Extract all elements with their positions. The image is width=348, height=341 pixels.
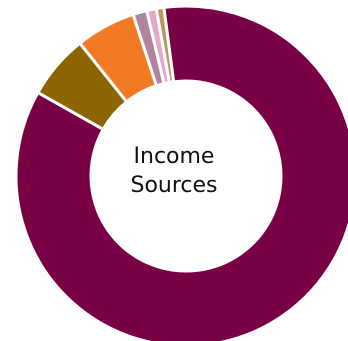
chart-center-title: Income Sources xyxy=(112,142,236,200)
donut-slices xyxy=(14,4,348,341)
donut-slice-6 xyxy=(154,5,176,84)
center-title-line-2: Sources xyxy=(130,173,218,198)
center-title-line-1: Income xyxy=(133,144,215,169)
donut-slice-1 xyxy=(14,4,348,341)
